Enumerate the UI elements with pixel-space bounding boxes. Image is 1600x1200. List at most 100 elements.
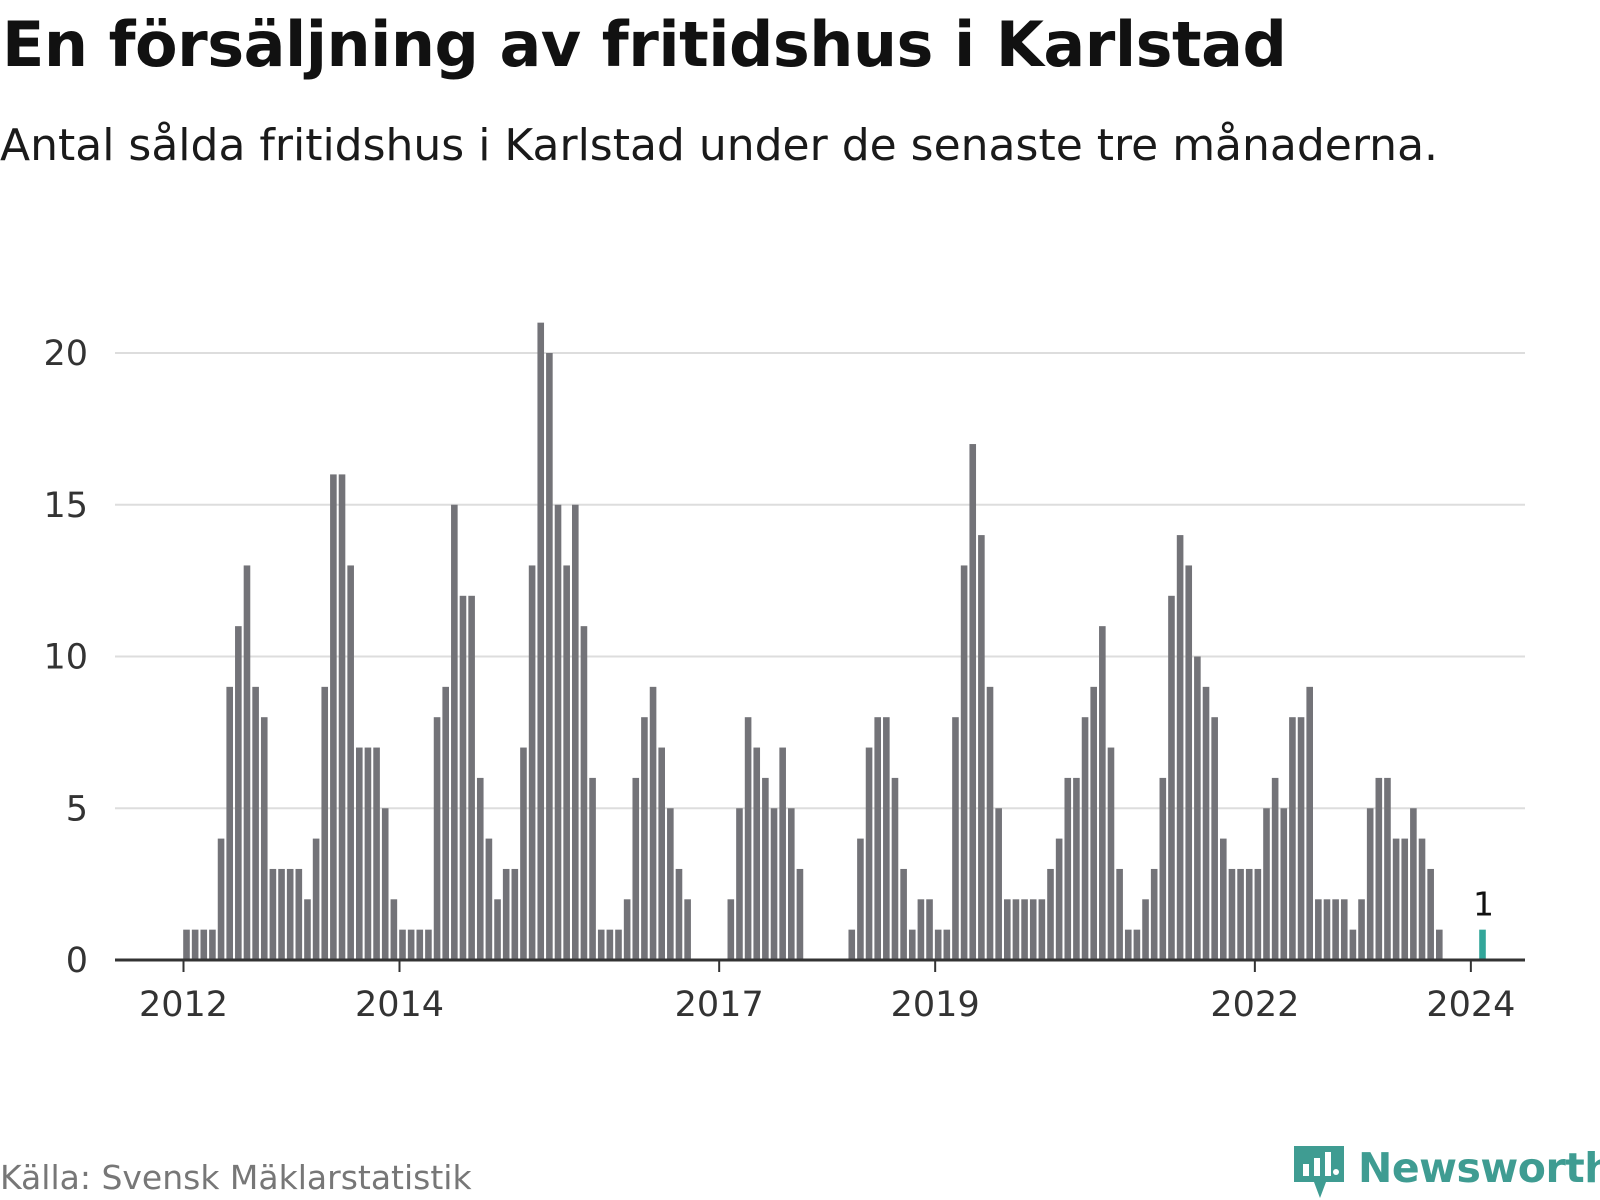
bar-48 bbox=[597, 929, 605, 960]
x-tick-label-2012: 2012 bbox=[139, 985, 228, 1025]
bar-95 bbox=[1004, 899, 1011, 960]
x-tick-label-2014: 2014 bbox=[355, 985, 444, 1025]
bar-0 bbox=[183, 929, 190, 960]
bar-7 bbox=[243, 565, 251, 960]
bar-41 bbox=[537, 322, 545, 960]
bar-143 bbox=[1418, 838, 1426, 960]
bar-114 bbox=[1168, 595, 1175, 960]
bar-103 bbox=[1073, 777, 1080, 960]
newsworthy-logo-text: Newsworthy bbox=[1358, 1144, 1600, 1192]
x-tick-label-2024: 2024 bbox=[1426, 985, 1515, 1025]
bar-47 bbox=[589, 777, 596, 960]
bar-10 bbox=[269, 868, 277, 960]
bar-133 bbox=[1332, 899, 1339, 960]
bar-20 bbox=[356, 747, 363, 960]
bar-89 bbox=[952, 717, 959, 960]
bar-25 bbox=[399, 929, 406, 960]
bar-96 bbox=[1012, 899, 1020, 960]
bar-11 bbox=[278, 868, 285, 960]
bar-45 bbox=[572, 504, 579, 960]
bar-120 bbox=[1220, 838, 1227, 960]
bar-91 bbox=[969, 444, 977, 960]
bar-4 bbox=[217, 838, 225, 960]
bar-26 bbox=[407, 929, 415, 960]
bar-42 bbox=[546, 353, 553, 960]
bar-137 bbox=[1366, 808, 1374, 960]
bars bbox=[183, 322, 1486, 960]
bar-94 bbox=[995, 808, 1002, 960]
bar-118 bbox=[1202, 686, 1210, 960]
bar-57 bbox=[675, 868, 683, 960]
x-tick-label-2017: 2017 bbox=[675, 985, 764, 1025]
bar-128 bbox=[1289, 717, 1296, 960]
bar-144 bbox=[1427, 868, 1434, 960]
highlight-value-label: 1 bbox=[1473, 885, 1494, 924]
bar-130 bbox=[1306, 686, 1313, 960]
bar-36 bbox=[494, 899, 501, 960]
bar-141 bbox=[1401, 838, 1409, 960]
chart-subtitle: Antal sålda fritidshus i Karlstad under … bbox=[0, 120, 1439, 171]
bar-27 bbox=[416, 929, 424, 960]
bar-5 bbox=[226, 686, 233, 960]
bar-106 bbox=[1099, 626, 1106, 960]
bar-71 bbox=[796, 868, 804, 960]
bar-142 bbox=[1410, 808, 1417, 960]
bar-24 bbox=[390, 899, 398, 960]
bar-22 bbox=[373, 747, 380, 960]
bar-111 bbox=[1142, 899, 1149, 960]
bar-117 bbox=[1194, 656, 1201, 960]
bar-83 bbox=[900, 868, 907, 960]
bar-6 bbox=[235, 626, 242, 960]
bar-124 bbox=[1254, 868, 1262, 960]
y-tick-label-5: 5 bbox=[66, 789, 88, 829]
bar-37 bbox=[502, 868, 510, 960]
newsworthy-logo-icon bbox=[1294, 1146, 1344, 1198]
y-tick-label-0: 0 bbox=[66, 941, 88, 981]
bar-115 bbox=[1176, 535, 1184, 960]
bar-32 bbox=[459, 595, 467, 960]
bar-8 bbox=[252, 686, 259, 960]
bar-145 bbox=[1436, 929, 1443, 960]
bar-82 bbox=[891, 777, 899, 960]
bar-100 bbox=[1047, 868, 1054, 960]
bar-86 bbox=[926, 899, 933, 960]
bar-51 bbox=[623, 899, 631, 960]
bar-14 bbox=[304, 899, 311, 960]
bar-40 bbox=[528, 565, 536, 960]
bar-43 bbox=[554, 504, 562, 960]
bar-39 bbox=[520, 747, 527, 960]
bar-23 bbox=[381, 808, 389, 960]
bar-55 bbox=[658, 747, 665, 960]
bar-15 bbox=[312, 838, 320, 960]
bar-126 bbox=[1271, 777, 1279, 960]
bar-30 bbox=[442, 686, 449, 960]
bar-81 bbox=[883, 717, 890, 960]
bar-88 bbox=[943, 929, 951, 960]
bar-109 bbox=[1124, 929, 1132, 960]
newsworthy-logo[interactable]: Newsworthy bbox=[1290, 1140, 1600, 1200]
bar-12 bbox=[286, 868, 294, 960]
bar-122 bbox=[1237, 868, 1244, 960]
bar-66 bbox=[753, 747, 761, 960]
bar-67 bbox=[762, 777, 769, 960]
x-tick-label-2019: 2019 bbox=[891, 985, 980, 1025]
bar-93 bbox=[986, 686, 994, 960]
bar-28 bbox=[425, 929, 432, 960]
chart-title: En försäljning av fritidshus i Karlstad bbox=[2, 8, 1287, 81]
bar-87 bbox=[934, 929, 942, 960]
bar-98 bbox=[1029, 899, 1037, 960]
bar-44 bbox=[563, 565, 570, 960]
bar-19 bbox=[347, 565, 354, 960]
bar-1 bbox=[191, 929, 199, 960]
bar-116 bbox=[1185, 565, 1193, 960]
bar-31 bbox=[451, 504, 458, 960]
source-note: Källa: Svensk Mäklarstatistik bbox=[0, 1158, 472, 1197]
x-tick-label-2022: 2022 bbox=[1210, 985, 1299, 1025]
bar-134 bbox=[1340, 899, 1348, 960]
bar-46 bbox=[580, 626, 588, 960]
bar-56 bbox=[667, 808, 674, 960]
y-tick-label-15: 15 bbox=[43, 486, 88, 526]
bar-34 bbox=[476, 777, 484, 960]
bar-123 bbox=[1245, 868, 1253, 960]
bar-49 bbox=[606, 929, 614, 960]
